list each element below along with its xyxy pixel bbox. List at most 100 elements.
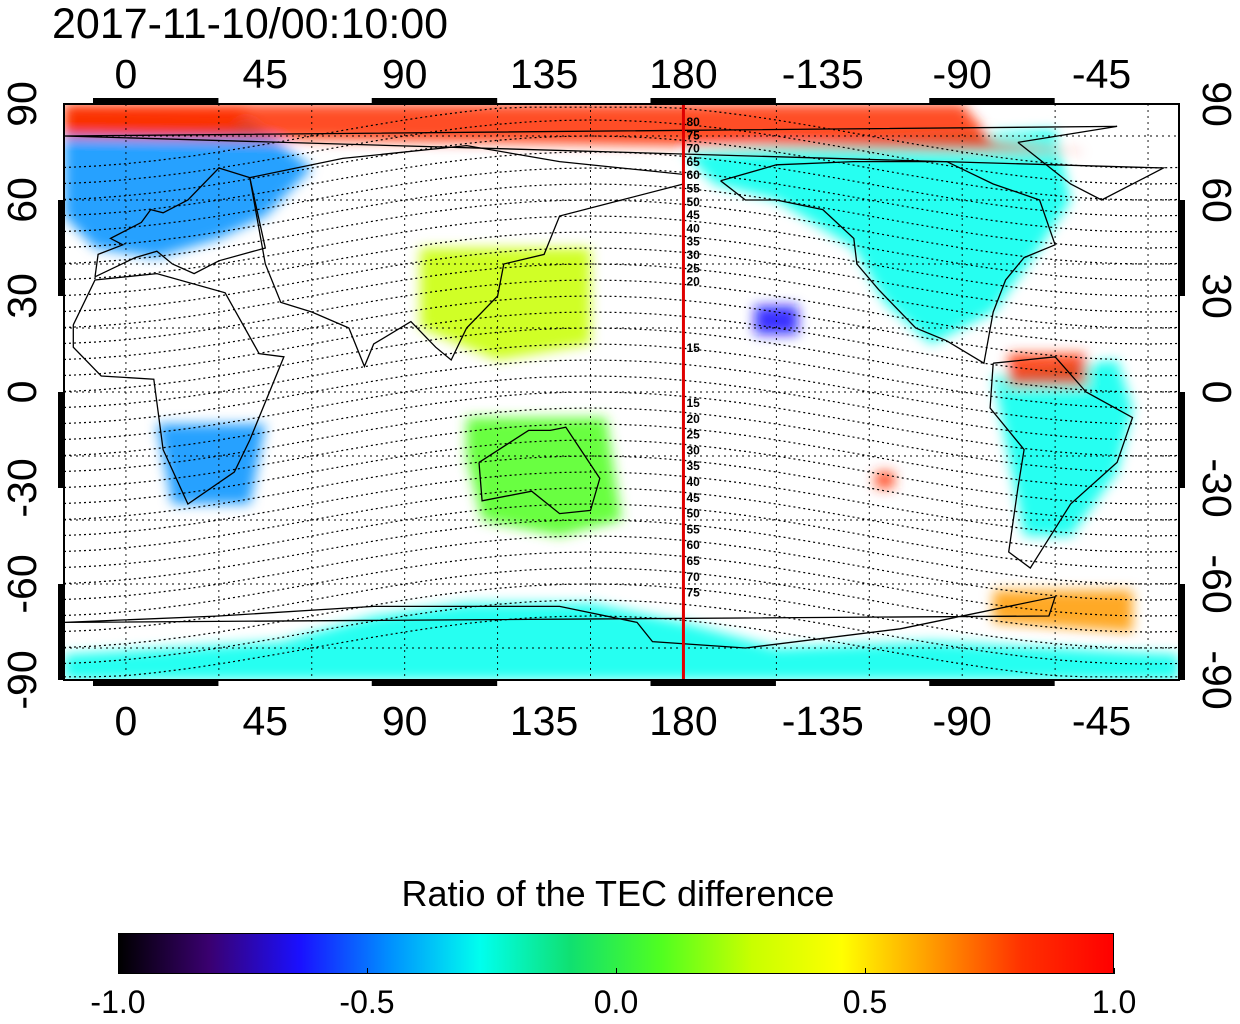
- bottom-lon-tick: 135: [510, 698, 578, 744]
- tec-map: 8075706560555045403530252015152025303540…: [0, 51, 1240, 744]
- mlat-contour: [64, 439, 1179, 505]
- mlat-contour: [64, 583, 1179, 649]
- tec-patch-north-america: [683, 129, 1071, 344]
- bottom-lon-tick: 90: [382, 698, 428, 744]
- mlat-label: 75: [686, 128, 700, 142]
- mlat-label: 20: [686, 275, 700, 289]
- frame-bar-top: [650, 98, 776, 104]
- axis-tick-labels: 0 0 45 45 90 90 135 135 180 180 -135 -135 -90 -90 -45 -…: [0, 51, 1240, 744]
- tec-patch-antarctica: [64, 603, 1179, 680]
- mlat-label: 50: [686, 195, 700, 209]
- mlat-label: 60: [686, 538, 700, 552]
- coastline-asia: [249, 144, 685, 369]
- mlat-label: 25: [686, 261, 700, 275]
- bottom-lon-tick: -90: [933, 698, 992, 744]
- mlat-contour: [64, 151, 1179, 217]
- mlat-contour: [64, 343, 1179, 409]
- mlat-label: 15: [686, 396, 700, 410]
- mlat-label: 15: [686, 341, 700, 355]
- right-lat-tick: -60: [1194, 554, 1240, 613]
- frame-bar-bottom: [371, 680, 498, 686]
- bottom-lon-tick: -45: [1072, 698, 1131, 744]
- mlat-contour: [64, 535, 1179, 601]
- mlat-contour: [64, 106, 1179, 169]
- mlat-contour: [64, 519, 1179, 585]
- tec-patch-southern-africa: [156, 424, 266, 504]
- mlat-contour: [64, 391, 1179, 457]
- mlat-label: 40: [686, 221, 700, 235]
- mlat-contour: [64, 119, 1179, 185]
- coastlines: [64, 125, 1167, 649]
- mlat-contour: [64, 295, 1179, 361]
- left-lat-tick: 0: [0, 381, 45, 404]
- colorbar-tick-label: -1.0: [90, 984, 146, 1020]
- tec-patch-amazon-north: [1008, 353, 1087, 386]
- colorbar-tick-mark: [616, 968, 617, 974]
- top-lon-tick: -45: [1072, 51, 1131, 97]
- top-lon-tick: -135: [782, 51, 864, 97]
- mlat-contour: [64, 311, 1179, 377]
- mlat-label: 45: [686, 491, 700, 505]
- colorbar-tick-mark: [367, 968, 368, 974]
- mlat-label: 30: [686, 248, 700, 262]
- mlat-contour: [64, 263, 1179, 329]
- right-lat-tick: -90: [1194, 650, 1240, 709]
- frame-bar-bottom: [93, 680, 219, 686]
- left-lat-tick: 30: [0, 273, 45, 319]
- colorbar-tick-mark: [1114, 968, 1115, 974]
- frame-bar-left: [58, 584, 64, 680]
- tec-patch-south-america: [993, 360, 1133, 536]
- mlat-contour: [64, 327, 1179, 393]
- bottom-lon-tick: 180: [649, 698, 717, 744]
- tec-data-layer: [64, 104, 1179, 680]
- tec-patch-japan-china: [420, 248, 591, 360]
- right-lat-tick: 0: [1194, 381, 1240, 404]
- right-lat-tick: 90: [1194, 81, 1240, 127]
- frame-bar-right: [1179, 584, 1185, 680]
- mlat-contour: [64, 279, 1179, 345]
- mlat-label: 35: [686, 235, 700, 249]
- mlat-label: 55: [686, 182, 700, 196]
- mlat-label: 35: [686, 459, 700, 473]
- mlat-contour: [64, 455, 1179, 521]
- mlat-contour: [64, 471, 1179, 537]
- left-lat-tick: 90: [0, 81, 45, 127]
- frame-bar-right: [1179, 200, 1185, 296]
- mlat-contour: [64, 359, 1179, 425]
- magnetic-latitude-contours: [64, 106, 1179, 678]
- frame-bar-top: [93, 98, 219, 104]
- colorbar-tick-label: -0.5: [339, 984, 395, 1020]
- right-lat-tick: 30: [1194, 273, 1240, 319]
- mlat-label: 65: [686, 155, 700, 169]
- frame-tick-bars: [58, 98, 1185, 686]
- top-lon-tick: 135: [510, 51, 578, 97]
- frame-bar-left: [58, 200, 64, 296]
- colorbar-title: Ratio of the TEC difference: [401, 873, 835, 914]
- mlat-contour: [64, 551, 1179, 617]
- mlat-label: 60: [686, 168, 700, 182]
- colorbar-tick-label: 1.0: [1091, 984, 1137, 1020]
- mlat-contour: [64, 135, 1179, 201]
- mlat-label: 25: [686, 428, 700, 442]
- frame-bar-bottom: [650, 680, 776, 686]
- left-lat-tick: 60: [0, 177, 45, 223]
- mlat-label: 80: [686, 115, 700, 129]
- mlat-contour: [64, 199, 1179, 265]
- mlat-contour: [64, 183, 1179, 249]
- bottom-lon-tick: -135: [782, 698, 864, 744]
- top-lon-tick: -90: [933, 51, 992, 97]
- coastline-antarctica: [64, 595, 1057, 649]
- left-lat-tick: -30: [0, 458, 45, 517]
- frame-bar-top: [929, 98, 1055, 104]
- coastline-africa: [72, 272, 285, 505]
- mlat-contour: [64, 599, 1179, 665]
- coastline-greenland: [64, 125, 1167, 201]
- coastline-north-america: [720, 160, 1056, 365]
- top-lon-tick: 90: [382, 51, 428, 97]
- coastline-australia: [478, 426, 601, 515]
- mlat-contour: [64, 231, 1179, 297]
- mlat-label: 70: [686, 142, 700, 156]
- mlat-label: 40: [686, 475, 700, 489]
- top-lon-tick: 180: [649, 51, 717, 97]
- mlat-label: 45: [686, 208, 700, 222]
